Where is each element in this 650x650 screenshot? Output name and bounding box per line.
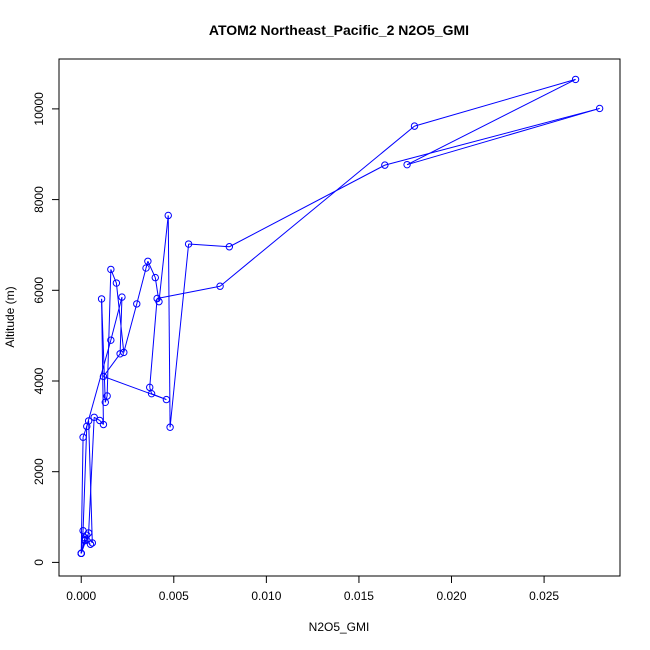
- data-point: [164, 211, 172, 220]
- series-line-segment: [169, 243, 190, 428]
- series-line-segment: [123, 303, 138, 353]
- series-line-segment: [103, 375, 167, 401]
- data-point: [97, 295, 106, 303]
- data-point: [120, 348, 128, 357]
- data-point: [90, 413, 98, 421]
- data-point: [83, 422, 91, 431]
- x-tick-label: 0.000: [66, 589, 96, 603]
- data-point: [595, 104, 604, 113]
- series-line-segment: [406, 107, 600, 166]
- series-line-segment: [149, 298, 158, 388]
- x-tick-label: 0.025: [529, 589, 559, 603]
- series-line-segment: [219, 125, 415, 287]
- x-axis-label: N2O5_GMI: [309, 620, 370, 634]
- series-line-segment: [136, 267, 147, 305]
- series-line-segment: [110, 296, 123, 341]
- series-layer: [77, 75, 604, 558]
- series-line-segment: [106, 269, 112, 396]
- data-point: [81, 536, 89, 545]
- y-axis-label: Altitude (m): [3, 286, 17, 347]
- series-line-segment: [88, 417, 95, 533]
- series-line-segment: [406, 78, 576, 166]
- data-point: [116, 350, 124, 358]
- data-point: [216, 282, 224, 290]
- series-line-segment: [115, 282, 125, 353]
- y-tick-label: 0: [32, 559, 46, 566]
- series-line-segment: [154, 277, 160, 302]
- x-tick-label: 0.005: [159, 589, 189, 603]
- data-point: [571, 75, 580, 84]
- series-line-segment: [103, 353, 121, 377]
- series-line-segment: [88, 420, 93, 543]
- data-point: [166, 423, 174, 431]
- series-line-segment: [157, 285, 221, 299]
- data-point: [144, 257, 152, 265]
- series-line-segment: [82, 426, 88, 531]
- series-line-segment: [229, 164, 386, 248]
- data-point: [112, 279, 121, 287]
- series-line-segment: [384, 107, 600, 166]
- data-point: [410, 122, 419, 130]
- y-axis: 0 2000 4000 6000 8000 10000: [32, 92, 60, 566]
- x-tick-label: 0.020: [436, 589, 466, 603]
- data-point: [96, 416, 104, 425]
- data-point: [118, 293, 126, 301]
- y-tick-label: 2000: [32, 458, 46, 485]
- data-point: [403, 160, 411, 169]
- data-point: [99, 372, 108, 381]
- data-point: [103, 392, 111, 400]
- data-point: [133, 300, 141, 308]
- data-point: [184, 240, 193, 248]
- series-line-segment: [158, 215, 169, 302]
- series-line-segment: [86, 340, 112, 427]
- data-point: [107, 265, 115, 274]
- data-point: [142, 264, 150, 272]
- x-tick-label: 0.010: [251, 589, 281, 603]
- data-point: [107, 336, 115, 344]
- x-axis: 0.000 0.005 0.010 0.015 0.020 0.025: [66, 575, 559, 603]
- y-tick-label: 4000: [32, 367, 46, 394]
- data-point: [225, 243, 234, 251]
- data-point: [79, 433, 87, 441]
- data-point: [77, 549, 85, 558]
- series-line-segment: [101, 298, 106, 403]
- data-point: [381, 161, 389, 169]
- y-tick-label: 6000: [32, 277, 46, 304]
- y-tick-label: 10000: [32, 92, 46, 126]
- data-point: [147, 389, 156, 398]
- data-point: [153, 294, 161, 303]
- y-tick-label: 8000: [32, 186, 46, 213]
- data-point: [79, 526, 87, 535]
- x-tick-label: 0.015: [344, 589, 374, 603]
- series-line-segment: [99, 420, 104, 425]
- data-point: [86, 540, 95, 548]
- chart-title: ATOM2 Northeast_Pacific_2 N2O5_GMI: [209, 22, 469, 38]
- data-point: [151, 273, 159, 282]
- data-point: [162, 395, 171, 404]
- series-line-segment: [167, 215, 171, 428]
- data-point: [88, 539, 97, 547]
- series-line-segment: [414, 78, 576, 127]
- series-line-segment: [80, 539, 86, 554]
- series-line-segment: [110, 269, 117, 284]
- data-point: [99, 420, 108, 429]
- series-line-segment: [119, 297, 123, 354]
- series-line-segment: [188, 243, 230, 248]
